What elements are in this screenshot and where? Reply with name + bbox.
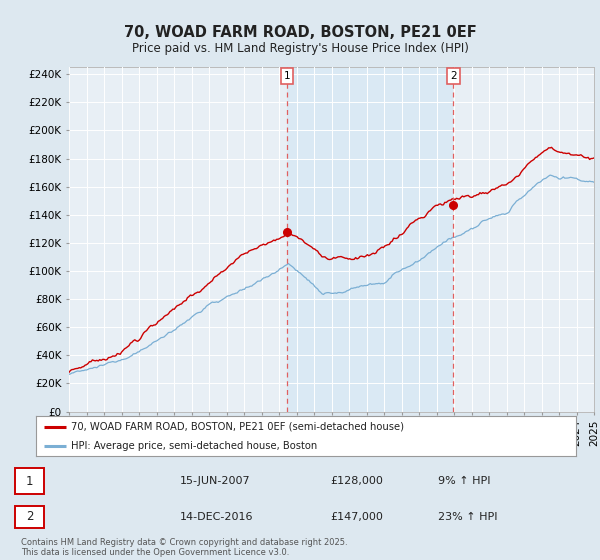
Text: 1: 1 bbox=[284, 71, 290, 81]
FancyBboxPatch shape bbox=[15, 468, 44, 494]
Text: £128,000: £128,000 bbox=[330, 476, 383, 486]
Text: 70, WOAD FARM ROAD, BOSTON, PE21 0EF (semi-detached house): 70, WOAD FARM ROAD, BOSTON, PE21 0EF (se… bbox=[71, 422, 404, 432]
Text: 2: 2 bbox=[26, 510, 33, 524]
Bar bbox=[287, 67, 453, 412]
Text: 9% ↑ HPI: 9% ↑ HPI bbox=[438, 476, 491, 486]
Text: 2: 2 bbox=[450, 71, 457, 81]
FancyBboxPatch shape bbox=[15, 506, 44, 528]
Text: £147,000: £147,000 bbox=[330, 512, 383, 522]
Text: 14-DEC-2016: 14-DEC-2016 bbox=[180, 512, 254, 522]
Text: 15-JUN-2007: 15-JUN-2007 bbox=[180, 476, 251, 486]
Text: Price paid vs. HM Land Registry's House Price Index (HPI): Price paid vs. HM Land Registry's House … bbox=[131, 42, 469, 55]
Text: Contains HM Land Registry data © Crown copyright and database right 2025.
This d: Contains HM Land Registry data © Crown c… bbox=[21, 538, 347, 557]
Text: HPI: Average price, semi-detached house, Boston: HPI: Average price, semi-detached house,… bbox=[71, 441, 317, 450]
Text: 1: 1 bbox=[26, 474, 33, 488]
Text: 23% ↑ HPI: 23% ↑ HPI bbox=[438, 512, 497, 522]
Text: 70, WOAD FARM ROAD, BOSTON, PE21 0EF: 70, WOAD FARM ROAD, BOSTON, PE21 0EF bbox=[124, 25, 476, 40]
